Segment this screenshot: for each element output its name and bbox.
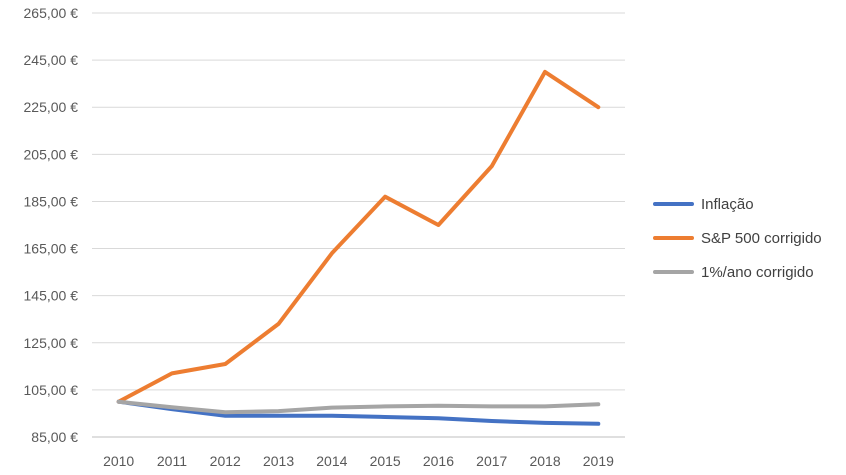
x-tick-label: 2013 (263, 453, 294, 469)
y-tick-label: 225,00 € (24, 99, 79, 115)
x-tick-label: 2016 (423, 453, 454, 469)
y-tick-label: 205,00 € (24, 146, 79, 162)
y-tick-label: 145,00 € (24, 288, 79, 304)
x-tick-label: 2019 (583, 453, 614, 469)
x-tick-label: 2015 (370, 453, 401, 469)
gridlines (92, 12, 625, 438)
legend-label: 1%/ano corrigido (701, 264, 814, 281)
series-line-1-ano-corrigido (116, 399, 601, 415)
x-tick-label: 2018 (529, 453, 560, 469)
y-tick-label: 185,00 € (24, 193, 79, 209)
y-tick-label: 125,00 € (24, 335, 79, 351)
series-line-s-p-500-corrigido (116, 69, 601, 404)
legend-label: Inflação (701, 196, 754, 213)
y-tick-label: 105,00 € (24, 382, 79, 398)
y-tick-label: 165,00 € (24, 241, 79, 257)
legend-item: Inflação (653, 196, 754, 213)
x-tick-label: 2017 (476, 453, 507, 469)
y-tick-label: 245,00 € (24, 52, 79, 68)
legend-item: S&P 500 corrigido (653, 230, 822, 247)
y-tick-label: 265,00 € (24, 5, 79, 21)
series-line-infla-o (116, 399, 601, 426)
y-axis-tick-labels: 85,00 € 105,00 € 125,00 € 145,00 € 165,00 € 1… (24, 5, 79, 445)
y-tick-label: 85,00 € (31, 429, 78, 445)
x-tick-label: 2011 (157, 453, 187, 469)
x-tick-label: 2014 (316, 453, 347, 469)
x-tick-label: 2012 (210, 453, 241, 469)
legend: Inflação S&P 500 corrigido 1%/ano corrigid… (653, 196, 822, 281)
series-lines (116, 69, 601, 426)
x-axis-tick-labels: 2010 2011 2012 2013 2014 2015 2016 2017 2018 2019 (103, 453, 614, 469)
x-tick-label: 2010 (103, 453, 134, 469)
legend-item: 1%/ano corrigido (653, 264, 814, 281)
legend-label: S&P 500 corrigido (701, 230, 822, 247)
